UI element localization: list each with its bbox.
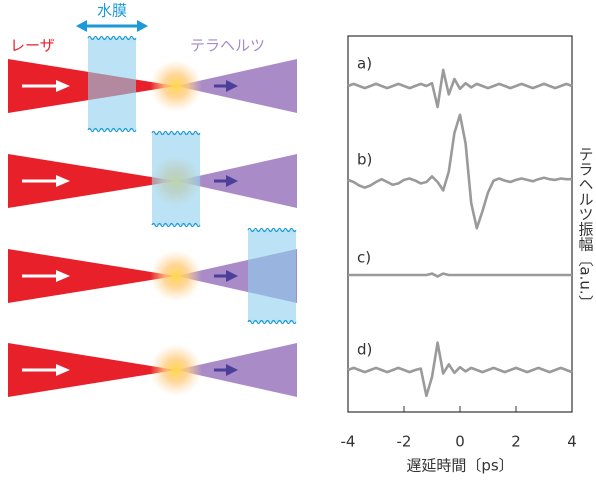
focus-glow	[150, 344, 202, 396]
series-label: c)	[357, 249, 371, 267]
thz-label: テラヘルツ	[190, 37, 265, 55]
series-label: a)	[357, 55, 372, 73]
x-tick-label: 2	[511, 433, 521, 451]
x-tick-label: 0	[455, 433, 465, 451]
y-axis-label: テラヘルツ振幅〔a.u.〕	[577, 146, 595, 309]
figure: レーザ 水膜 テラヘルツ a) b) c) d) -4 -2 0 2 4 遅延時間〔ps〕 テラヘル…	[0, 0, 596, 480]
laser-label: レーザ	[10, 37, 55, 55]
water-film	[88, 38, 136, 130]
waveform	[348, 70, 572, 107]
focus-glow	[150, 250, 202, 302]
diagram	[8, 37, 297, 398]
water-arrow	[76, 20, 148, 32]
x-tick-label: 4	[567, 433, 577, 451]
waveform	[348, 115, 572, 228]
x-tick-label: -2	[397, 433, 412, 451]
focus-glow	[150, 60, 202, 112]
x-axis-label: 遅延時間〔ps〕	[406, 457, 513, 475]
plot-frame	[348, 36, 572, 412]
water-label: 水膜	[97, 2, 127, 20]
series-label: b)	[357, 151, 372, 169]
water-film	[152, 133, 200, 225]
waveform	[348, 274, 572, 277]
series-label: d)	[357, 341, 372, 359]
waveform	[348, 343, 572, 396]
water-film	[248, 230, 296, 322]
x-tick-label: -4	[341, 433, 356, 451]
